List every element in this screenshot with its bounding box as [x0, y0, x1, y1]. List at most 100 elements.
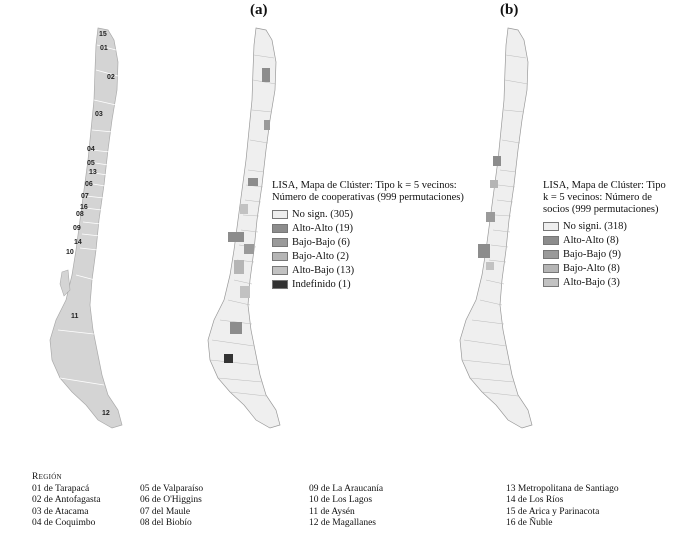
legend-item: Alto-Alto (19) [272, 222, 464, 235]
legend-label: Bajo-Alto (8) [563, 262, 620, 274]
legend-label: Alto-Alto (8) [563, 234, 619, 246]
legend-swatch [543, 222, 559, 231]
map-a-cooperatives [207, 27, 281, 429]
legend-item: Bajo-Bajo (9) [543, 248, 673, 261]
chile-outline-a [207, 27, 281, 429]
cluster-cell [262, 68, 270, 82]
legend-swatch [272, 266, 288, 275]
cluster-cell [486, 212, 495, 222]
legend-swatch [543, 264, 559, 273]
legend-swatch [272, 252, 288, 261]
region-entry: 09 de La Araucanía [309, 484, 384, 494]
legend-item: Bajo-Alto (2) [272, 250, 464, 263]
cluster-cell [244, 244, 254, 254]
cluster-cell [493, 156, 501, 166]
legend-title: LISA, Mapa de Clúster: Tipo k = 5 vecino… [543, 180, 666, 215]
cluster-cell [248, 178, 258, 186]
region-number: 04 [87, 146, 95, 153]
chile-outline-b [459, 27, 533, 429]
legend-label: Alto-Bajo (3) [563, 276, 620, 288]
region-entry: 02 de Antofagasta [32, 495, 101, 506]
legend-swatch [272, 224, 288, 233]
region-entry: 03 de Atacama [32, 506, 89, 517]
region-number: 10 [66, 249, 74, 256]
legend-label: No sign. (305) [292, 208, 353, 220]
legend-item: No signi. (318) [543, 220, 673, 233]
region-number: 08 [76, 211, 84, 218]
regions-heading-block: Región [32, 472, 62, 483]
region-boundaries [57, 44, 119, 386]
cluster-cell [230, 322, 242, 334]
region-number: 12 [102, 410, 110, 417]
legend-item: No sign. (305) [272, 208, 464, 221]
regions-column-2: 05 de Valparaíso 06 de O'Higgins 07 del … [140, 484, 203, 530]
region-entry: 06 de O'Higgins [140, 495, 202, 506]
region-number: 06 [85, 181, 93, 188]
comuna-boundaries-b [461, 54, 529, 397]
region-number: 11 [71, 313, 79, 320]
region-entry: 11 de Aysén [309, 506, 355, 517]
legend-swatch [543, 236, 559, 245]
legend-label: Alto-Bajo (13) [292, 264, 355, 276]
region-number: 16 [80, 204, 88, 211]
regions-heading: Región [32, 472, 62, 482]
region-entry: 04 de Coquimbo [32, 518, 96, 529]
region-entry: 01 de Tarapacá [32, 484, 90, 494]
legend-label: Bajo-Alto (2) [292, 250, 349, 262]
legend-swatch [543, 250, 559, 259]
legend-label: Alto-Alto (19) [292, 222, 353, 234]
island-chiloe [59, 269, 71, 297]
region-entry: 10 de Los Lagos [309, 495, 373, 506]
cluster-cell [478, 244, 490, 258]
region-number: 07 [81, 193, 89, 200]
legend-label: No signi. (318) [563, 220, 627, 232]
legend-label: Indefinido (1) [292, 278, 351, 290]
region-number: 14 [74, 239, 82, 246]
legend-swatch [272, 280, 288, 289]
legend-map-b: LISA, Mapa de Clúster: Tipo k = 5 vecino… [543, 180, 673, 290]
legend-item: Alto-Bajo (13) [272, 264, 464, 277]
legend-label: Bajo-Bajo (6) [292, 236, 351, 248]
region-entry: 15 de Arica y Parinacota [506, 506, 600, 517]
region-entry: 12 de Magallanes [309, 518, 377, 529]
cluster-cell [264, 120, 270, 130]
region-entry: 14 de Los Ríos [506, 495, 564, 506]
legend-swatch [543, 278, 559, 287]
legend-swatch [272, 210, 288, 219]
region-number: 03 [95, 111, 103, 118]
region-number: 15 [99, 31, 107, 38]
panel-label-b: (b) [500, 2, 519, 18]
maps-canvas [49, 27, 533, 429]
regions-map [49, 27, 123, 429]
regions-column-4: 13 Metropolitana de Santiago 14 de Los R… [506, 484, 619, 530]
region-number: 05 [87, 160, 95, 167]
legend-map-a: LISA, Mapa de Clúster: Tipo k = 5 vecino… [272, 180, 464, 292]
region-entry: 05 de Valparaíso [140, 484, 204, 494]
comuna-boundaries-a [209, 54, 277, 397]
cluster-cell [234, 260, 244, 274]
legend-item: Indefinido (1) [272, 278, 464, 291]
cluster-cell [228, 232, 244, 242]
chile-outline-regions [49, 27, 123, 429]
region-entry: 13 Metropolitana de Santiago [506, 484, 619, 494]
region-number: 01 [100, 45, 108, 52]
region-number: 02 [107, 74, 115, 81]
legend-label: Bajo-Bajo (9) [563, 248, 622, 260]
panel-label-a: (a) [250, 2, 268, 18]
legend-item: Bajo-Alto (8) [543, 262, 673, 275]
legend-title: LISA, Mapa de Clúster: Tipo k = 5 vecino… [272, 180, 464, 203]
region-number: 09 [73, 225, 81, 232]
legend-item: Alto-Alto (8) [543, 234, 673, 247]
map-b-members [459, 27, 533, 429]
regions-column-1: 01 de Tarapacá 02 de Antofagasta 03 de A… [32, 484, 101, 530]
region-number: 13 [89, 169, 97, 176]
legend-swatch [272, 238, 288, 247]
cluster-cell [240, 204, 248, 214]
cluster-cell [240, 286, 250, 298]
region-entry: 08 del Biobío [140, 518, 192, 529]
regions-column-3: 09 de La Araucanía 10 de Los Lagos 11 de… [309, 484, 383, 530]
region-entry: 07 del Maule [140, 506, 191, 517]
legend-item: Alto-Bajo (3) [543, 276, 673, 289]
cluster-cell [486, 262, 494, 270]
region-entry: 16 de Ñuble [506, 518, 553, 529]
